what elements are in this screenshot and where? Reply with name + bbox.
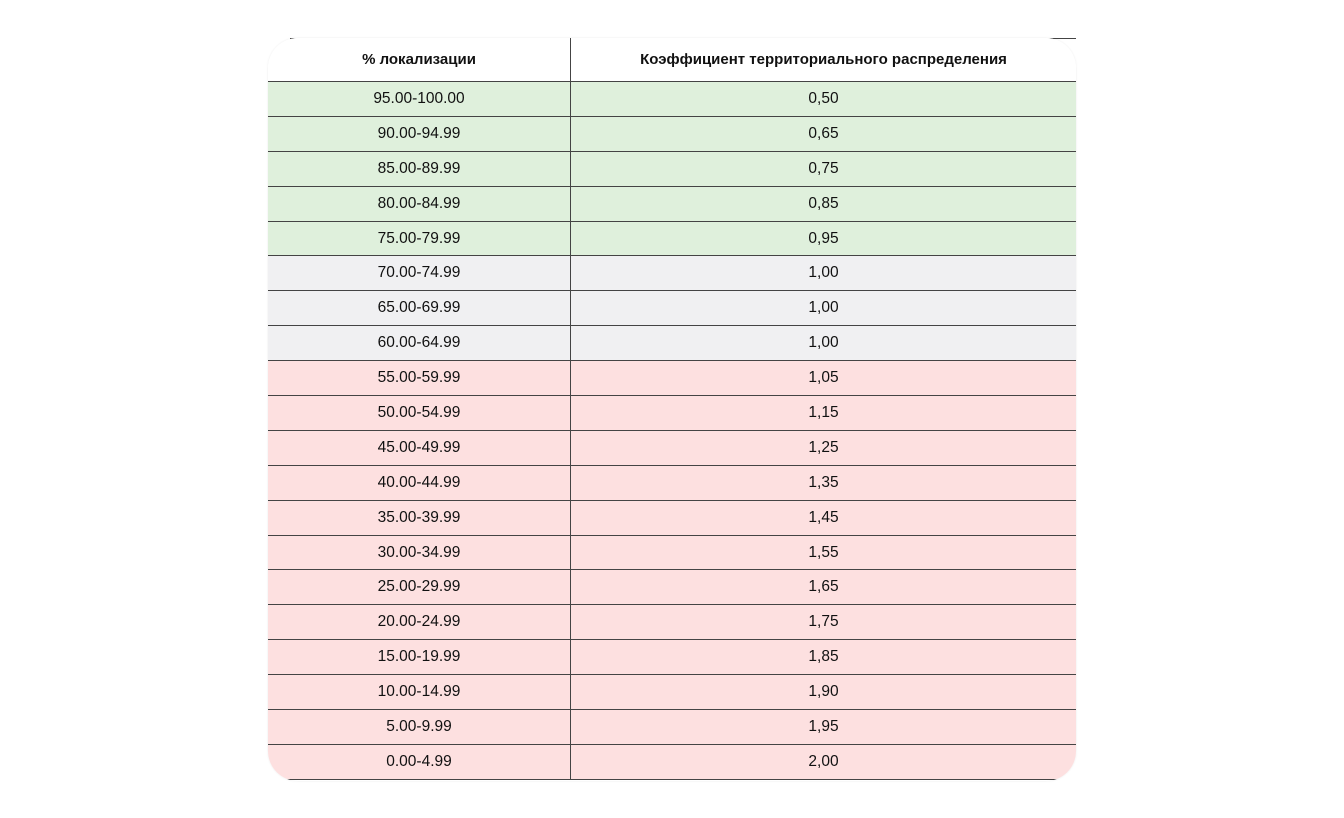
cell-coefficient: 0,95 xyxy=(570,220,1076,256)
table-row: 10.00-14.99 1,90 xyxy=(268,674,1076,710)
cell-coefficient: 1,85 xyxy=(570,639,1076,675)
table-row: 50.00-54.99 1,15 xyxy=(268,395,1076,431)
table-row: 65.00-69.99 1,00 xyxy=(268,290,1076,326)
table-row: 0.00-4.99 2,00 xyxy=(268,743,1076,780)
cell-coefficient: 0,65 xyxy=(570,115,1076,152)
cell-localization-range: 70.00-74.99 xyxy=(268,255,571,291)
cell-coefficient: 1,45 xyxy=(570,499,1076,536)
table-row: 95.00-100.00 0,50 xyxy=(268,81,1076,117)
cell-coefficient: 1,35 xyxy=(570,464,1076,501)
cell-localization-range: 25.00-29.99 xyxy=(268,569,571,605)
cell-coefficient: 1,65 xyxy=(570,569,1076,605)
cell-localization-range: 20.00-24.99 xyxy=(268,604,571,640)
table-row: 30.00-34.99 1,55 xyxy=(268,534,1076,570)
cell-coefficient: 1,25 xyxy=(570,429,1076,466)
table-row: 40.00-44.99 1,35 xyxy=(268,464,1076,501)
cell-localization-range: 10.00-14.99 xyxy=(268,674,571,710)
localization-table-container: % локализации Коэффициент территориально… xyxy=(268,38,1076,781)
table-row: 45.00-49.99 1,25 xyxy=(268,429,1076,466)
table-row: 80.00-84.99 0,85 xyxy=(268,185,1076,222)
cell-localization-range: 5.00-9.99 xyxy=(268,709,571,745)
table-row: 90.00-94.99 0,65 xyxy=(268,115,1076,152)
cell-coefficient: 0,85 xyxy=(570,185,1076,222)
table-row: 75.00-79.99 0,95 xyxy=(268,220,1076,256)
table-body: 95.00-100.00 0,50 90.00-94.99 0,65 85.00-89.… xyxy=(268,81,1076,780)
cell-localization-range: 95.00-100.00 xyxy=(268,81,571,117)
header-territorial-coefficient: Коэффициент территориального распределен… xyxy=(570,38,1076,82)
cell-localization-range: 35.00-39.99 xyxy=(268,499,571,536)
table-row: 85.00-89.99 0,75 xyxy=(268,150,1076,187)
cell-coefficient: 1,05 xyxy=(570,360,1076,396)
cell-localization-range: 85.00-89.99 xyxy=(268,150,571,187)
cell-localization-range: 45.00-49.99 xyxy=(268,429,571,466)
cell-localization-range: 80.00-84.99 xyxy=(268,185,571,222)
table-row: 55.00-59.99 1,05 xyxy=(268,360,1076,396)
cell-localization-range: 75.00-79.99 xyxy=(268,220,571,256)
cell-coefficient: 1,55 xyxy=(570,534,1076,570)
cell-coefficient: 1,00 xyxy=(570,290,1076,326)
table-row: 20.00-24.99 1,75 xyxy=(268,604,1076,640)
cell-coefficient: 2,00 xyxy=(570,743,1076,780)
table-row: 35.00-39.99 1,45 xyxy=(268,499,1076,536)
cell-coefficient: 0,75 xyxy=(570,150,1076,187)
table-row: 5.00-9.99 1,95 xyxy=(268,709,1076,745)
localization-coefficient-table: % локализации Коэффициент территориально… xyxy=(268,38,1076,780)
cell-coefficient: 0,50 xyxy=(570,81,1076,117)
cell-coefficient: 1,00 xyxy=(570,325,1076,361)
cell-localization-range: 15.00-19.99 xyxy=(268,639,571,675)
cell-localization-range: 0.00-4.99 xyxy=(268,743,571,780)
cell-coefficient: 1,90 xyxy=(570,674,1076,710)
cell-coefficient: 1,95 xyxy=(570,709,1076,745)
cell-localization-range: 65.00-69.99 xyxy=(268,290,571,326)
cell-localization-range: 50.00-54.99 xyxy=(268,395,571,431)
cell-coefficient: 1,00 xyxy=(570,255,1076,291)
cell-localization-range: 30.00-34.99 xyxy=(268,534,571,570)
cell-localization-range: 55.00-59.99 xyxy=(268,360,571,396)
table-header-row: % локализации Коэффициент территориально… xyxy=(268,38,1076,82)
header-localization-percent: % локализации xyxy=(268,38,571,82)
cell-coefficient: 1,75 xyxy=(570,604,1076,640)
cell-coefficient: 1,15 xyxy=(570,395,1076,431)
table-row: 70.00-74.99 1,00 xyxy=(268,255,1076,291)
table-row: 25.00-29.99 1,65 xyxy=(268,569,1076,605)
cell-localization-range: 60.00-64.99 xyxy=(268,325,571,361)
cell-localization-range: 40.00-44.99 xyxy=(268,464,571,501)
table-row: 60.00-64.99 1,00 xyxy=(268,325,1076,361)
cell-localization-range: 90.00-94.99 xyxy=(268,115,571,152)
table-row: 15.00-19.99 1,85 xyxy=(268,639,1076,675)
